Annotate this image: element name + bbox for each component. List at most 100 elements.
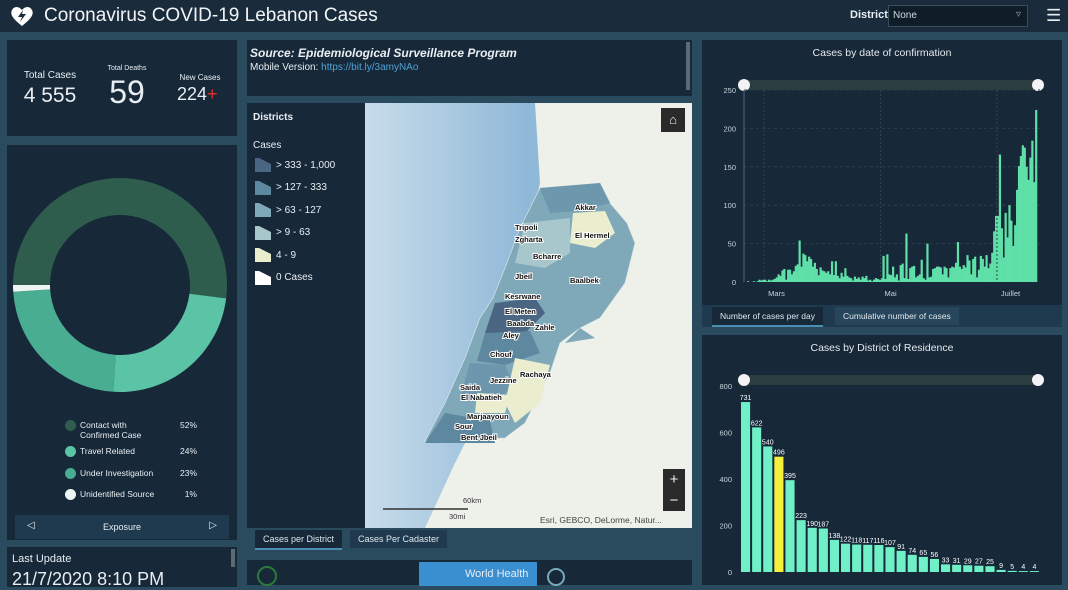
exposure-legend-item[interactable]: Under Investigation 23% bbox=[65, 468, 197, 479]
bar[interactable] bbox=[909, 268, 912, 282]
bar[interactable] bbox=[991, 252, 994, 282]
bar[interactable] bbox=[924, 279, 927, 282]
bar[interactable] bbox=[886, 254, 889, 282]
bar[interactable] bbox=[840, 272, 843, 282]
bar[interactable] bbox=[1004, 212, 1007, 282]
bar[interactable] bbox=[867, 280, 870, 282]
bar[interactable] bbox=[815, 268, 818, 282]
bar[interactable] bbox=[897, 280, 900, 282]
bar[interactable] bbox=[1000, 228, 1003, 282]
tab-cases-per-day[interactable]: Number of cases per day bbox=[712, 307, 823, 327]
bar[interactable] bbox=[951, 266, 954, 282]
bar[interactable] bbox=[901, 263, 904, 282]
bar[interactable] bbox=[880, 278, 883, 282]
bar[interactable] bbox=[1031, 140, 1034, 282]
bar[interactable] bbox=[785, 279, 788, 282]
bar[interactable] bbox=[1002, 257, 1005, 282]
bar[interactable] bbox=[876, 278, 879, 282]
bar[interactable] bbox=[827, 271, 830, 282]
bar[interactable] bbox=[952, 564, 962, 572]
bar[interactable] bbox=[787, 269, 790, 282]
bar[interactable] bbox=[848, 277, 851, 282]
bar[interactable] bbox=[932, 268, 935, 282]
bar[interactable] bbox=[863, 544, 873, 572]
bar[interactable] bbox=[802, 253, 805, 282]
bar[interactable] bbox=[811, 266, 815, 282]
bar[interactable] bbox=[974, 565, 984, 572]
bar[interactable] bbox=[1006, 237, 1009, 282]
bar[interactable] bbox=[996, 569, 1006, 572]
bar[interactable] bbox=[885, 547, 895, 572]
bar[interactable] bbox=[985, 566, 995, 572]
bar[interactable] bbox=[1029, 571, 1039, 572]
bar[interactable] bbox=[964, 267, 967, 282]
bar[interactable] bbox=[989, 263, 992, 282]
bar[interactable] bbox=[977, 269, 981, 282]
bar[interactable] bbox=[905, 233, 908, 282]
exposure-legend-item[interactable]: Travel Related 24% bbox=[65, 446, 197, 457]
bar[interactable] bbox=[774, 456, 784, 572]
bar[interactable] bbox=[954, 262, 958, 282]
bar[interactable] bbox=[874, 545, 884, 572]
bar[interactable] bbox=[851, 280, 855, 282]
scrollbar[interactable] bbox=[686, 42, 690, 90]
bar[interactable] bbox=[859, 279, 862, 282]
bar[interactable] bbox=[869, 279, 872, 282]
bar[interactable] bbox=[861, 276, 864, 282]
donut-slice[interactable] bbox=[13, 289, 116, 392]
bar[interactable] bbox=[907, 278, 910, 282]
tab-cumulative-cases[interactable]: Cumulative number of cases bbox=[835, 307, 959, 325]
slider-handle-end[interactable] bbox=[1032, 374, 1044, 386]
bar[interactable] bbox=[747, 281, 750, 282]
bar[interactable] bbox=[945, 268, 948, 282]
bar[interactable] bbox=[775, 277, 778, 282]
bar[interactable] bbox=[963, 565, 973, 572]
bar[interactable] bbox=[935, 266, 939, 282]
bar[interactable] bbox=[995, 215, 998, 282]
bar[interactable] bbox=[779, 275, 782, 282]
bar[interactable] bbox=[953, 267, 956, 282]
zoom-in-button[interactable]: + bbox=[663, 469, 685, 491]
bar[interactable] bbox=[752, 427, 762, 572]
bar[interactable] bbox=[939, 267, 942, 282]
bar[interactable] bbox=[1008, 205, 1011, 282]
tab-cases-per-cadaster[interactable]: Cases Per Cadaster bbox=[350, 530, 448, 548]
bar[interactable] bbox=[798, 240, 801, 282]
tab-cases-per-district[interactable]: Cases per District bbox=[255, 530, 343, 550]
bar[interactable] bbox=[933, 268, 937, 282]
bar[interactable] bbox=[830, 261, 834, 282]
bar[interactable] bbox=[884, 278, 887, 282]
exposure-tab[interactable]: Exposure bbox=[102, 522, 142, 532]
bar[interactable] bbox=[974, 256, 977, 282]
bar[interactable] bbox=[907, 554, 917, 572]
bar[interactable] bbox=[912, 265, 916, 282]
bar[interactable] bbox=[890, 275, 893, 282]
bar[interactable] bbox=[1029, 157, 1032, 282]
bar[interactable] bbox=[758, 279, 761, 282]
bar[interactable] bbox=[800, 266, 803, 282]
scrollbar[interactable] bbox=[231, 549, 235, 567]
bar[interactable] bbox=[752, 281, 755, 282]
range-slider[interactable] bbox=[738, 374, 1044, 386]
donut-slice[interactable] bbox=[13, 178, 228, 299]
bar[interactable] bbox=[983, 266, 986, 282]
bar[interactable] bbox=[804, 255, 807, 282]
bar[interactable] bbox=[808, 256, 811, 282]
bar[interactable] bbox=[841, 543, 851, 572]
bar[interactable] bbox=[792, 271, 795, 282]
bar[interactable] bbox=[834, 261, 837, 282]
bar[interactable] bbox=[1014, 225, 1017, 282]
next-arrow-icon[interactable]: ▷ bbox=[209, 520, 217, 531]
bar[interactable] bbox=[756, 281, 759, 282]
bar[interactable] bbox=[794, 265, 797, 282]
bar[interactable] bbox=[855, 278, 858, 282]
mobile-version-link[interactable]: https://bit.ly/3amyNAo bbox=[321, 62, 419, 73]
bar[interactable] bbox=[819, 267, 822, 282]
bar[interactable] bbox=[960, 268, 963, 282]
bar[interactable] bbox=[903, 278, 906, 282]
bar[interactable] bbox=[882, 255, 885, 282]
slider-handle-start[interactable] bbox=[738, 374, 750, 386]
bar[interactable] bbox=[918, 556, 928, 572]
bar[interactable] bbox=[766, 281, 769, 282]
bar[interactable] bbox=[788, 269, 792, 282]
